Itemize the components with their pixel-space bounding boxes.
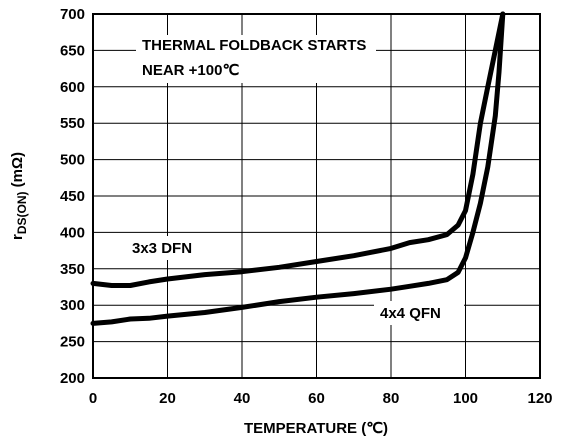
y-tick-labels: 200 250 300 350 400 450 500 550 600 650 700: [60, 6, 85, 387]
series-label-bg-4x4: [374, 301, 464, 325]
y-axis-title-unit: (mΩ): [9, 152, 26, 192]
x-tick-label-40: 40: [234, 390, 251, 407]
y-tick-label-200: 200: [60, 370, 85, 387]
annotation-line-1: THERMAL FOLDBACK STARTS: [142, 37, 366, 54]
y-tick-label-500: 500: [60, 152, 85, 169]
y-tick-label-600: 600: [60, 79, 85, 96]
y-tick-label-250: 250: [60, 334, 85, 351]
y-axis-title-sub: DS(ON): [15, 192, 29, 235]
x-tick-labels: 0 20 40 60 80 100 120: [89, 390, 553, 407]
x-tick-label-100: 100: [453, 390, 478, 407]
x-tick-label-20: 20: [159, 390, 176, 407]
annotation-background: [136, 35, 376, 83]
series-line-1: [90, 11, 506, 326]
y-tick-label-450: 450: [60, 188, 85, 205]
annotation-line-2: NEAR +100℃: [142, 62, 239, 79]
x-tick-label-0: 0: [89, 390, 97, 407]
series-label-4x4-qfn: 4x4 QFN: [380, 305, 441, 322]
y-tick-label-650: 650: [60, 42, 85, 59]
y-tick-label-300: 300: [60, 297, 85, 314]
series-line-0: [90, 11, 506, 288]
series-label-3x3-dfn: 3x3 DFN: [132, 240, 192, 257]
y-tick-label-350: 350: [60, 261, 85, 278]
y-axis-title: rDS(ON) (mΩ): [9, 152, 29, 240]
y-tick-label-700: 700: [60, 6, 85, 23]
y-axis-title-main: r: [9, 234, 26, 240]
y-tick-label-400: 400: [60, 224, 85, 241]
plot-frame: [92, 13, 541, 379]
y-tick-label-550: 550: [60, 115, 85, 132]
x-tick-label-60: 60: [308, 390, 325, 407]
x-tick-label-80: 80: [383, 390, 400, 407]
series-label-bg-3x3: [126, 236, 216, 260]
x-axis-title: TEMPERATURE (℃): [244, 420, 388, 437]
series-layer: [90, 11, 506, 326]
x-tick-label-120: 120: [527, 390, 552, 407]
